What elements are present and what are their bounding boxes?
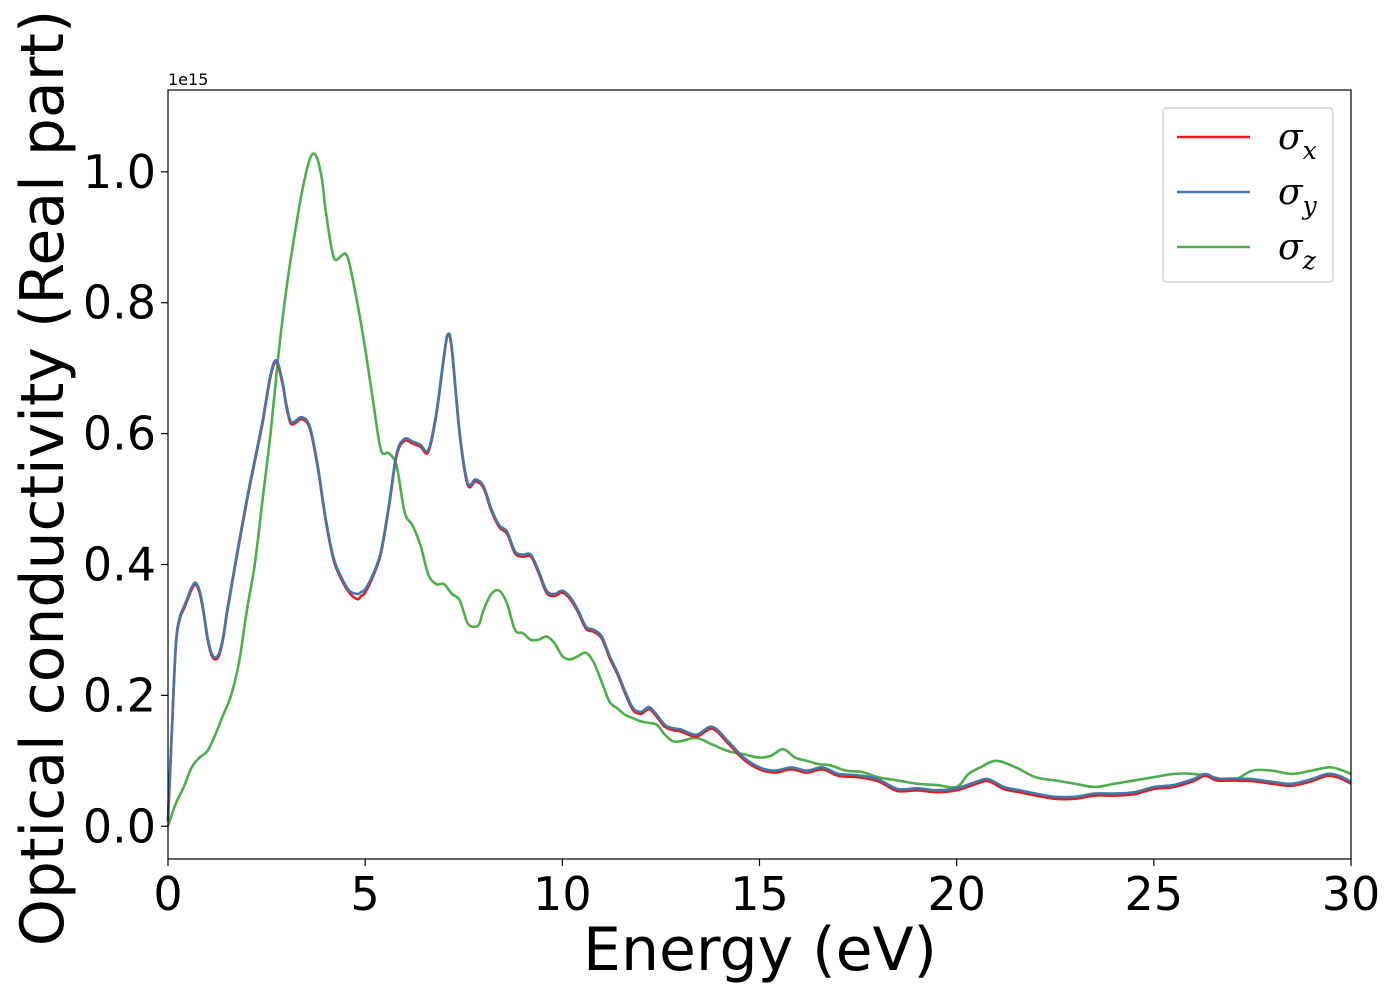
legend-label-x: σx xyxy=(1278,117,1317,165)
legend: σx σy σz xyxy=(1162,107,1334,283)
x-tick-label: 0 xyxy=(153,867,182,921)
y-axis-title: Optical conductivity (Real part) xyxy=(8,10,78,947)
legend-label-z: σz xyxy=(1278,227,1317,275)
y-tick-label: 0.6 xyxy=(83,407,156,461)
y-tick-label: 0.0 xyxy=(83,799,156,853)
legend-box xyxy=(1162,107,1334,283)
series-line-x xyxy=(166,332,1352,822)
x-tick-label: 15 xyxy=(730,867,789,921)
plot-lines xyxy=(166,152,1352,827)
y-axis-ticks: 0.0 0.2 0.4 0.6 0.8 1.0 xyxy=(83,145,168,853)
x-tick-label: 20 xyxy=(927,867,986,921)
legend-label-y: σy xyxy=(1278,172,1318,220)
y-tick-label: 0.4 xyxy=(83,537,156,591)
x-axis-ticks: 0 5 10 15 20 25 30 xyxy=(153,859,1380,921)
y-tick-label: 0.8 xyxy=(83,276,156,330)
x-tick-label: 10 xyxy=(533,867,592,921)
series-line-y xyxy=(166,332,1352,820)
series-line-z xyxy=(166,152,1352,827)
x-tick-label: 5 xyxy=(351,867,380,921)
y-tick-label: 1.0 xyxy=(83,145,156,199)
y-tick-label: 0.2 xyxy=(83,668,156,722)
x-tick-label: 25 xyxy=(1125,867,1184,921)
x-axis-title: Energy (eV) xyxy=(583,915,937,985)
x-tick-label: 30 xyxy=(1322,867,1381,921)
y-offset-label: 1e15 xyxy=(168,70,208,89)
